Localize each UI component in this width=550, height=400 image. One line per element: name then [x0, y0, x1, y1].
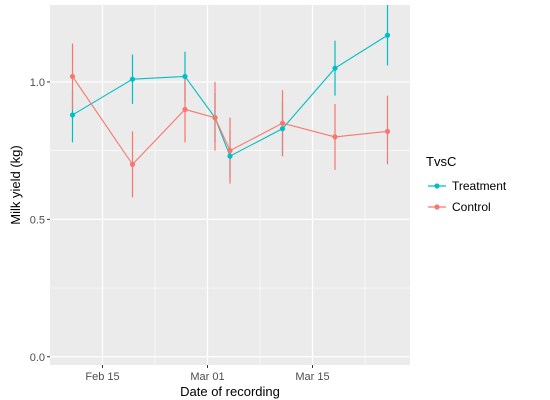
y-axis-title: Milk yield (kg) [8, 145, 23, 224]
y-tick-label: 0.0 [30, 352, 45, 364]
y-tick-label: 1.0 [30, 77, 45, 89]
data-point-control [227, 148, 233, 154]
x-axis: Feb 15 Mar 01 Mar 15 [85, 365, 330, 383]
legend-label-treatment: Treatment [452, 179, 507, 193]
x-tick-label: Feb 15 [85, 371, 119, 383]
series-lines [72, 34, 388, 166]
data-point-treatment [227, 153, 233, 159]
series-line-treatment [72, 34, 388, 157]
grid-major [50, 5, 410, 365]
legend-items: Treatment Control [428, 179, 507, 214]
y-axis: 0.0 0.5 1.0 [30, 77, 50, 364]
data-points [69, 32, 391, 167]
data-point-control [129, 161, 136, 167]
legend-key-point [434, 204, 440, 210]
data-point-control [182, 106, 188, 113]
legend-label-control: Control [452, 200, 491, 214]
legend: TvsC Treatment Control [426, 154, 507, 214]
x-axis-title: Date of recording [180, 384, 280, 399]
data-point-control [279, 120, 286, 126]
data-point-control [384, 128, 391, 135]
data-point-treatment [182, 73, 188, 80]
data-point-treatment [332, 65, 338, 71]
data-point-treatment [69, 112, 76, 118]
data-point-treatment [129, 76, 136, 82]
x-tick-label: Mar 01 [190, 371, 224, 383]
y-tick-label: 0.5 [30, 214, 45, 226]
plot-panel [50, 5, 410, 365]
data-point-treatment [384, 32, 391, 38]
x-tick-label: Mar 15 [295, 371, 329, 383]
data-point-control [332, 134, 338, 140]
data-point-control [212, 115, 218, 121]
data-point-control [69, 73, 76, 80]
data-point-treatment [279, 126, 286, 132]
legend-title: TvsC [426, 154, 456, 169]
legend-key-point [434, 183, 440, 189]
series-line-control [72, 76, 388, 166]
grid-minor [50, 5, 410, 365]
